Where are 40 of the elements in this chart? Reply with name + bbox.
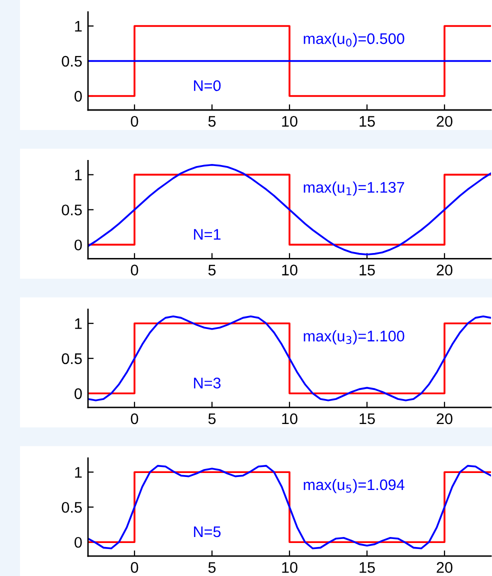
annotation: max(u$_{0}$)=0.500 bbox=[304, 32, 404, 48]
x-tick-label: 0 bbox=[130, 264, 138, 276]
y-tick-label: 1 bbox=[75, 467, 82, 478]
annotation: N=3 bbox=[194, 378, 221, 388]
x-tick-label: 15 bbox=[360, 562, 375, 573]
annotation: max(u$_{3}$)=1.100 bbox=[304, 330, 404, 344]
annotation: N=5 bbox=[194, 526, 221, 538]
y-tick-label: 0.5 bbox=[62, 353, 82, 364]
y-tick-label: 0 bbox=[74, 536, 82, 548]
x-tick-label: 10 bbox=[282, 413, 298, 424]
y-tick-label: 1 bbox=[75, 318, 82, 329]
x-tick-label: 10 bbox=[282, 264, 298, 276]
x-tick-label: 10 bbox=[282, 562, 298, 573]
x-tick-label: 5 bbox=[208, 414, 216, 424]
x-tick-label: 0 bbox=[130, 562, 138, 573]
x-tick-label: 20 bbox=[436, 264, 452, 276]
annotation: max(u$_{5}$)=1.094 bbox=[304, 478, 404, 494]
x-tick-label: 0 bbox=[130, 116, 138, 127]
annotation: max(u$_{1}$)=1.137 bbox=[304, 182, 404, 196]
y-tick-label: 0 bbox=[74, 388, 82, 400]
y-tick-label: 1 bbox=[75, 21, 82, 32]
annotation: N=0 bbox=[194, 80, 221, 92]
x-tick-label: 20 bbox=[436, 116, 452, 127]
y-tick-label: 0 bbox=[74, 240, 82, 250]
y-tick-label: 0.5 bbox=[62, 502, 82, 513]
x-tick-label: 5 bbox=[208, 116, 216, 127]
x-tick-label: 5 bbox=[208, 264, 216, 276]
x-tick-label: 15 bbox=[360, 116, 375, 127]
x-tick-label: 20 bbox=[436, 413, 452, 424]
x-tick-label: 10 bbox=[282, 116, 298, 127]
x-tick-label: 15 bbox=[360, 414, 375, 424]
y-tick-label: 0.5 bbox=[62, 204, 82, 216]
x-tick-label: 20 bbox=[436, 562, 452, 573]
x-tick-label: 5 bbox=[208, 562, 216, 573]
x-tick-label: 0 bbox=[130, 413, 138, 424]
annotation: N=1 bbox=[194, 229, 220, 240]
x-tick-label: 15 bbox=[360, 264, 375, 276]
y-tick-label: 1 bbox=[75, 170, 82, 180]
y-tick-label: 0 bbox=[74, 90, 82, 102]
y-tick-label: 0.5 bbox=[62, 56, 82, 67]
